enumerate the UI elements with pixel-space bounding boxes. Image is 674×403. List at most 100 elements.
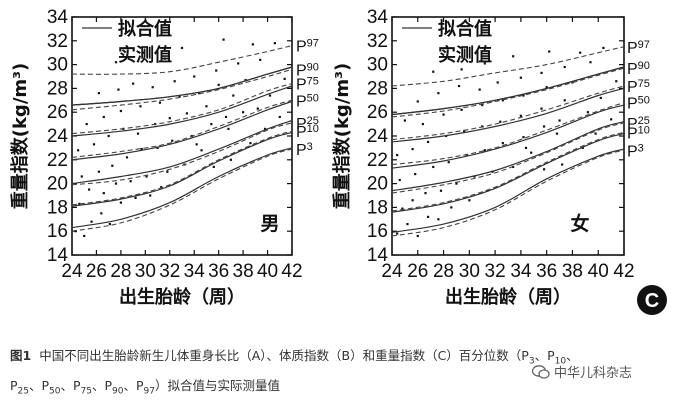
scatter-point — [411, 147, 414, 151]
observed-line-p10 — [71, 130, 293, 206]
fitted-line-p75 — [71, 85, 293, 137]
y-tick-label: 26 — [367, 102, 388, 123]
scatter-point — [132, 82, 135, 85]
scatter-point — [237, 62, 240, 65]
observed-line-p3 — [71, 148, 293, 232]
fitted-line-p3 — [71, 147, 293, 229]
caption-separator: 、P — [534, 348, 555, 363]
x-tick-label: 26 — [407, 261, 428, 282]
panel-letter: C — [645, 290, 659, 312]
panel-letter-circle — [637, 285, 667, 315]
scatter-point — [198, 92, 201, 95]
scatter-point — [85, 123, 88, 126]
x-tick-label: 38 — [562, 261, 583, 282]
scatter-point — [563, 65, 566, 69]
watermark-text: 中华儿科杂志 — [554, 366, 633, 381]
fitted-line-p50 — [71, 100, 293, 161]
scatter-point — [119, 201, 122, 204]
scatter-point — [205, 105, 208, 108]
caption-percentile-sub: 97 — [143, 386, 155, 396]
legend-observed-label: 实测值 — [438, 44, 492, 66]
y-tick-label: 34 — [47, 7, 69, 28]
caption-separator: 、P — [92, 377, 113, 393]
scatter-point — [171, 139, 174, 142]
scatter-point — [251, 43, 254, 46]
y-tick-label: 18 — [367, 197, 388, 218]
x-tick-label: 40 — [588, 261, 609, 282]
scatter-point — [92, 143, 96, 146]
scatter-point — [540, 107, 543, 110]
scatter-point — [140, 147, 143, 151]
percentile-label-number: 90 — [638, 60, 650, 72]
scatter-point — [396, 232, 399, 235]
scatter-point — [145, 175, 148, 178]
scatter-point — [586, 111, 590, 114]
y-tick-label: 22 — [367, 150, 388, 171]
observed-line-p3 — [391, 149, 625, 237]
scatter-point — [168, 117, 171, 120]
caption-percentile-sub: 25 — [17, 386, 29, 396]
scatter-point — [136, 132, 140, 135]
scatter-point — [88, 188, 91, 191]
caption-separator: 、P — [123, 377, 144, 393]
scatter-point — [111, 164, 114, 167]
fitted-line-p90 — [391, 66, 625, 116]
x-axis-label: 出生胎龄（周） — [119, 286, 245, 308]
legend-observed-label: 实测值 — [118, 44, 172, 66]
y-tick-label: 30 — [47, 55, 68, 76]
scatter-point — [78, 202, 81, 205]
percentile-label-letter: P — [296, 142, 307, 159]
percentile-label-letter: P — [627, 116, 638, 133]
scatter-point — [403, 119, 406, 122]
scatter-point — [90, 220, 93, 223]
scatter-point — [224, 115, 228, 119]
scatter-point — [139, 105, 142, 108]
scatter-point — [563, 99, 566, 102]
scatter-point — [530, 151, 533, 154]
scatter-point — [499, 120, 502, 123]
x-tick-label: 40 — [257, 261, 278, 282]
scatter-point — [481, 103, 484, 107]
percentile-label-p75: P75 — [627, 78, 650, 96]
observed-line-p75 — [71, 83, 293, 135]
scatter-point — [107, 134, 110, 138]
caption-percentile-sub: 10 — [554, 356, 567, 367]
scatter-point — [602, 46, 605, 50]
caption-percentile-sub: 3 — [528, 356, 535, 367]
percentile-label-number: 10 — [307, 123, 319, 135]
wechat-icon — [532, 364, 550, 379]
scatter-point — [450, 206, 453, 209]
scatter-point — [160, 186, 163, 189]
scatter-point — [185, 112, 188, 115]
percentile-label-p75: P75 — [296, 76, 319, 94]
scatter-point — [217, 83, 220, 86]
x-tick-label: 24 — [61, 261, 83, 282]
caption-text-after: ）拟合值与实际测量值 — [155, 377, 281, 393]
scatter-point — [512, 55, 515, 58]
scatter-point — [540, 71, 543, 75]
x-tick-label: 34 — [184, 261, 206, 282]
scatter-point — [249, 142, 252, 145]
scatter-point — [259, 58, 262, 61]
observed-line-p97 — [391, 46, 625, 87]
scatter-point — [478, 88, 481, 91]
figure-caption: 图1 中国不同出生胎龄新生儿体重身长比（A）、体质指数（B）和重量指数（C）百分位… — [10, 344, 610, 403]
y-axis-label: 重量指数(kg/m³) — [331, 63, 353, 210]
percentile-label-letter: P — [296, 77, 307, 94]
scatter-point — [589, 61, 592, 64]
y-tick-label: 28 — [367, 78, 388, 99]
scatter-point — [125, 156, 129, 159]
percentile-label-p97: P97 — [296, 38, 319, 56]
caption-separator: 、P — [10, 348, 579, 393]
scatter-point — [447, 161, 450, 164]
scatter-point — [561, 163, 564, 166]
fitted-line-p90 — [71, 66, 293, 106]
scatter-point — [149, 194, 152, 197]
scatter-point — [483, 149, 486, 152]
observed-line-p75 — [391, 85, 625, 141]
observed-line-p25 — [391, 122, 625, 194]
caption-separator: 、P — [60, 377, 81, 393]
scatter-point — [442, 113, 445, 116]
sex-label: 男 — [260, 213, 279, 235]
